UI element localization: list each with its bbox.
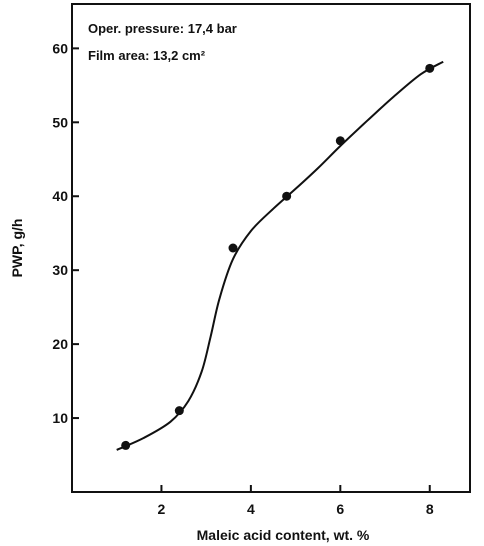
data-point: [425, 63, 435, 73]
annotation-film-area: Film area: 13,2 cm²: [88, 48, 206, 63]
x-tick-label: 6: [336, 501, 344, 517]
x-axis-ticks: 2 4 6 8: [158, 485, 434, 517]
x-tick-label: 8: [426, 501, 434, 517]
y-tick-label: 60: [52, 40, 68, 56]
y-tick-label: 30: [52, 262, 68, 278]
data-point: [228, 243, 238, 253]
y-tick-label: 40: [52, 188, 68, 204]
y-tick-label: 10: [52, 410, 68, 426]
x-tick-label: 2: [158, 501, 166, 517]
y-tick-label: 50: [52, 114, 68, 130]
x-tick-label: 4: [247, 501, 255, 517]
y-axis-ticks: 10 20 30 40 50 60: [52, 40, 79, 426]
annotation-pressure: Oper. pressure: 17,4 bar: [88, 21, 237, 36]
annotations: Oper. pressure: 17,4 bar Film area: 13,2…: [88, 21, 237, 63]
data-point: [174, 406, 184, 416]
data-point: [121, 440, 131, 450]
data-point: [335, 136, 345, 146]
y-axis-title: PWP, g/h: [9, 219, 25, 278]
plot-border: [71, 3, 471, 493]
data-points: [121, 63, 435, 450]
data-point: [282, 191, 292, 201]
plot-frame: [71, 3, 471, 493]
y-tick-label: 20: [52, 336, 68, 352]
fit-curve: [116, 60, 444, 451]
fit-curve-group: [116, 60, 444, 451]
x-axis-title: Maleic acid content, wt. %: [197, 527, 370, 543]
